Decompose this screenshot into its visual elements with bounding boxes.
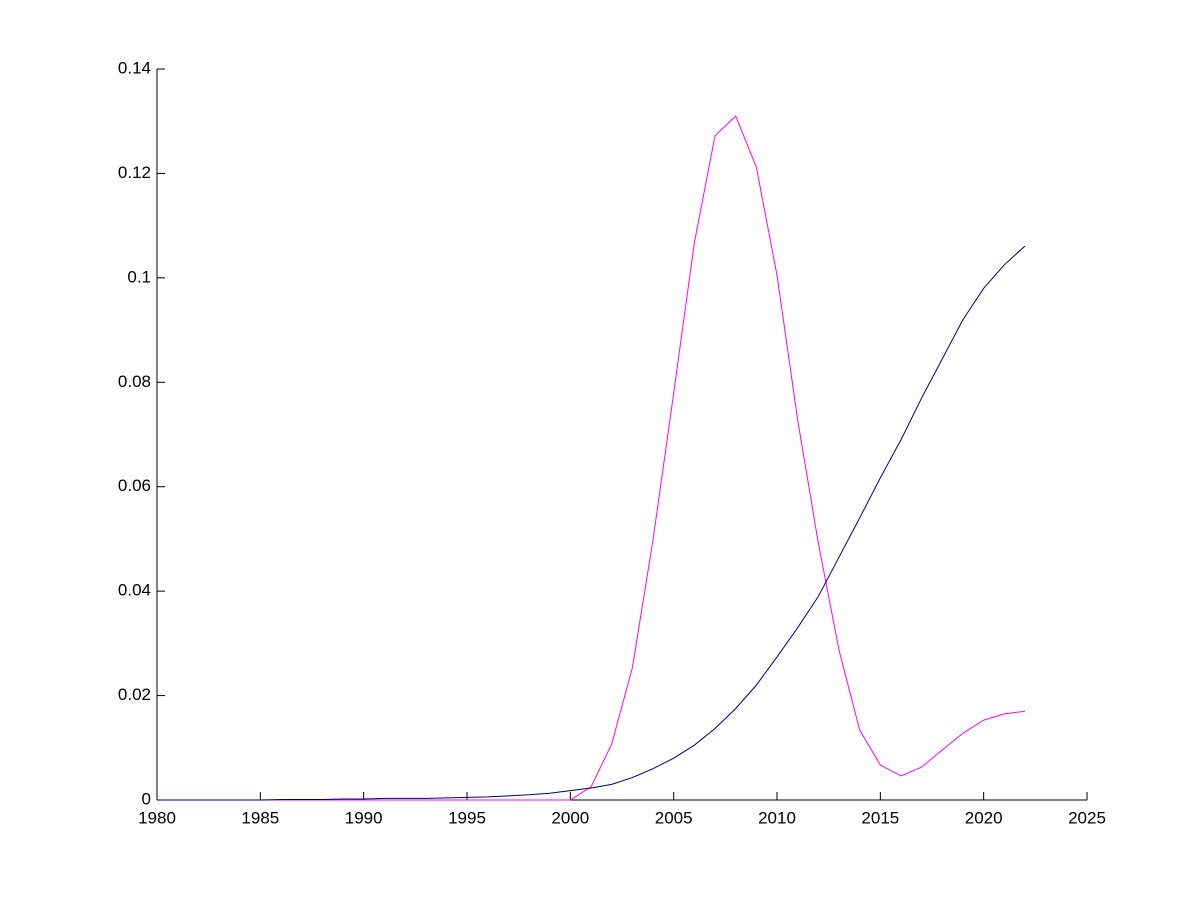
x-tick-label: 2010 — [758, 808, 796, 827]
x-tick-label: 1990 — [345, 808, 383, 827]
y-tick-label: 0.12 — [118, 163, 151, 182]
y-tick-label: 0.06 — [118, 476, 151, 495]
y-tick-label: 0 — [142, 789, 151, 808]
data-line — [157, 245, 1026, 801]
x-tick-label: 1995 — [448, 808, 486, 827]
data-line — [157, 115, 1026, 801]
x-tick-label: 2000 — [551, 808, 589, 827]
x-tick-label: 2020 — [965, 808, 1003, 827]
y-tick-label: 0.14 — [118, 58, 151, 77]
x-tick-label: 1980 — [138, 808, 176, 827]
y-tick-label: 0.04 — [118, 581, 151, 600]
x-tick-label: 2005 — [655, 808, 693, 827]
x-tick-label: 2025 — [1068, 808, 1106, 827]
y-tick-label: 0.1 — [127, 267, 151, 286]
y-tick-label: 0.02 — [118, 685, 151, 704]
x-tick-label: 2015 — [861, 808, 899, 827]
x-tick-label: 1985 — [241, 808, 279, 827]
y-tick-label: 0.08 — [118, 372, 151, 391]
